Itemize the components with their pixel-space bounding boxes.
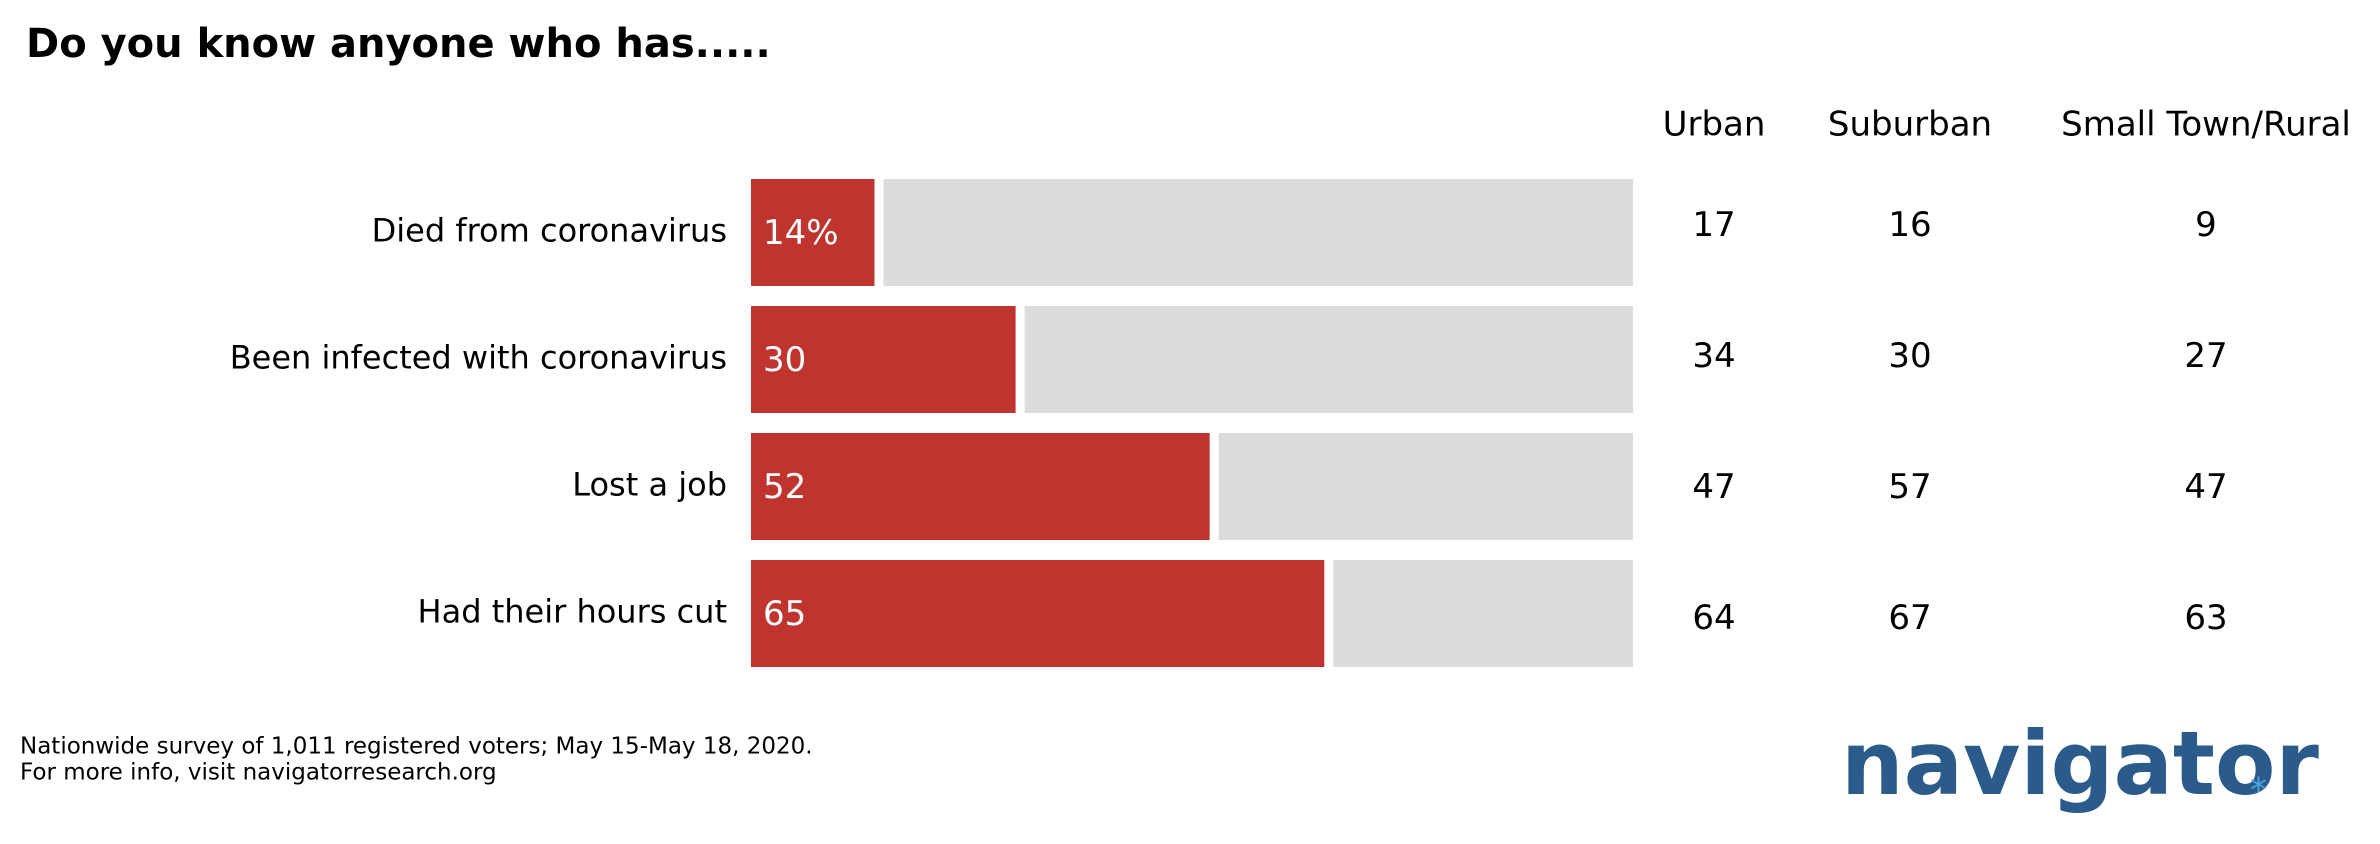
table-value: 64 bbox=[1692, 598, 1735, 638]
data-label: 65 bbox=[763, 594, 806, 634]
table-value: 47 bbox=[2184, 467, 2227, 507]
footnote: For more info, visit navigatorresearch.o… bbox=[20, 760, 497, 786]
bar bbox=[751, 306, 1016, 413]
table-value: 34 bbox=[1692, 336, 1735, 376]
data-label: 30 bbox=[763, 340, 806, 380]
table-value: 57 bbox=[1888, 467, 1931, 507]
category-label: Had their hours cut bbox=[418, 593, 727, 631]
column-header: Suburban bbox=[1828, 105, 1992, 145]
bar-track bbox=[1333, 560, 1633, 667]
bar bbox=[751, 560, 1325, 667]
table-value: 47 bbox=[1692, 467, 1735, 507]
bar-track bbox=[1024, 306, 1633, 413]
bar bbox=[751, 433, 1210, 540]
footnote: Nationwide survey of 1,011 registered vo… bbox=[20, 734, 813, 760]
table-value: 67 bbox=[1888, 598, 1931, 638]
bar-track bbox=[1218, 433, 1633, 540]
table-value: 9 bbox=[2195, 205, 2217, 245]
data-label: 52 bbox=[763, 467, 806, 507]
category-label: Died from coronavirus bbox=[372, 212, 727, 250]
chart-title: Do you know anyone who has..... bbox=[26, 21, 771, 67]
bar bbox=[751, 179, 875, 286]
bar-track bbox=[883, 179, 1633, 286]
table-value: 16 bbox=[1888, 205, 1931, 245]
column-header: Urban bbox=[1663, 105, 1766, 145]
category-label: Lost a job bbox=[572, 466, 727, 504]
data-label: 14% bbox=[763, 213, 839, 253]
logo: navigator bbox=[1841, 712, 2319, 815]
table-value: 17 bbox=[1692, 205, 1735, 245]
logo-asterisk: * bbox=[2250, 771, 2267, 811]
column-header: Small Town/Rural bbox=[2061, 105, 2351, 145]
table-value: 27 bbox=[2184, 336, 2227, 376]
category-label: Been infected with coronavirus bbox=[230, 339, 727, 377]
table-value: 63 bbox=[2184, 598, 2227, 638]
table-value: 30 bbox=[1888, 336, 1931, 376]
